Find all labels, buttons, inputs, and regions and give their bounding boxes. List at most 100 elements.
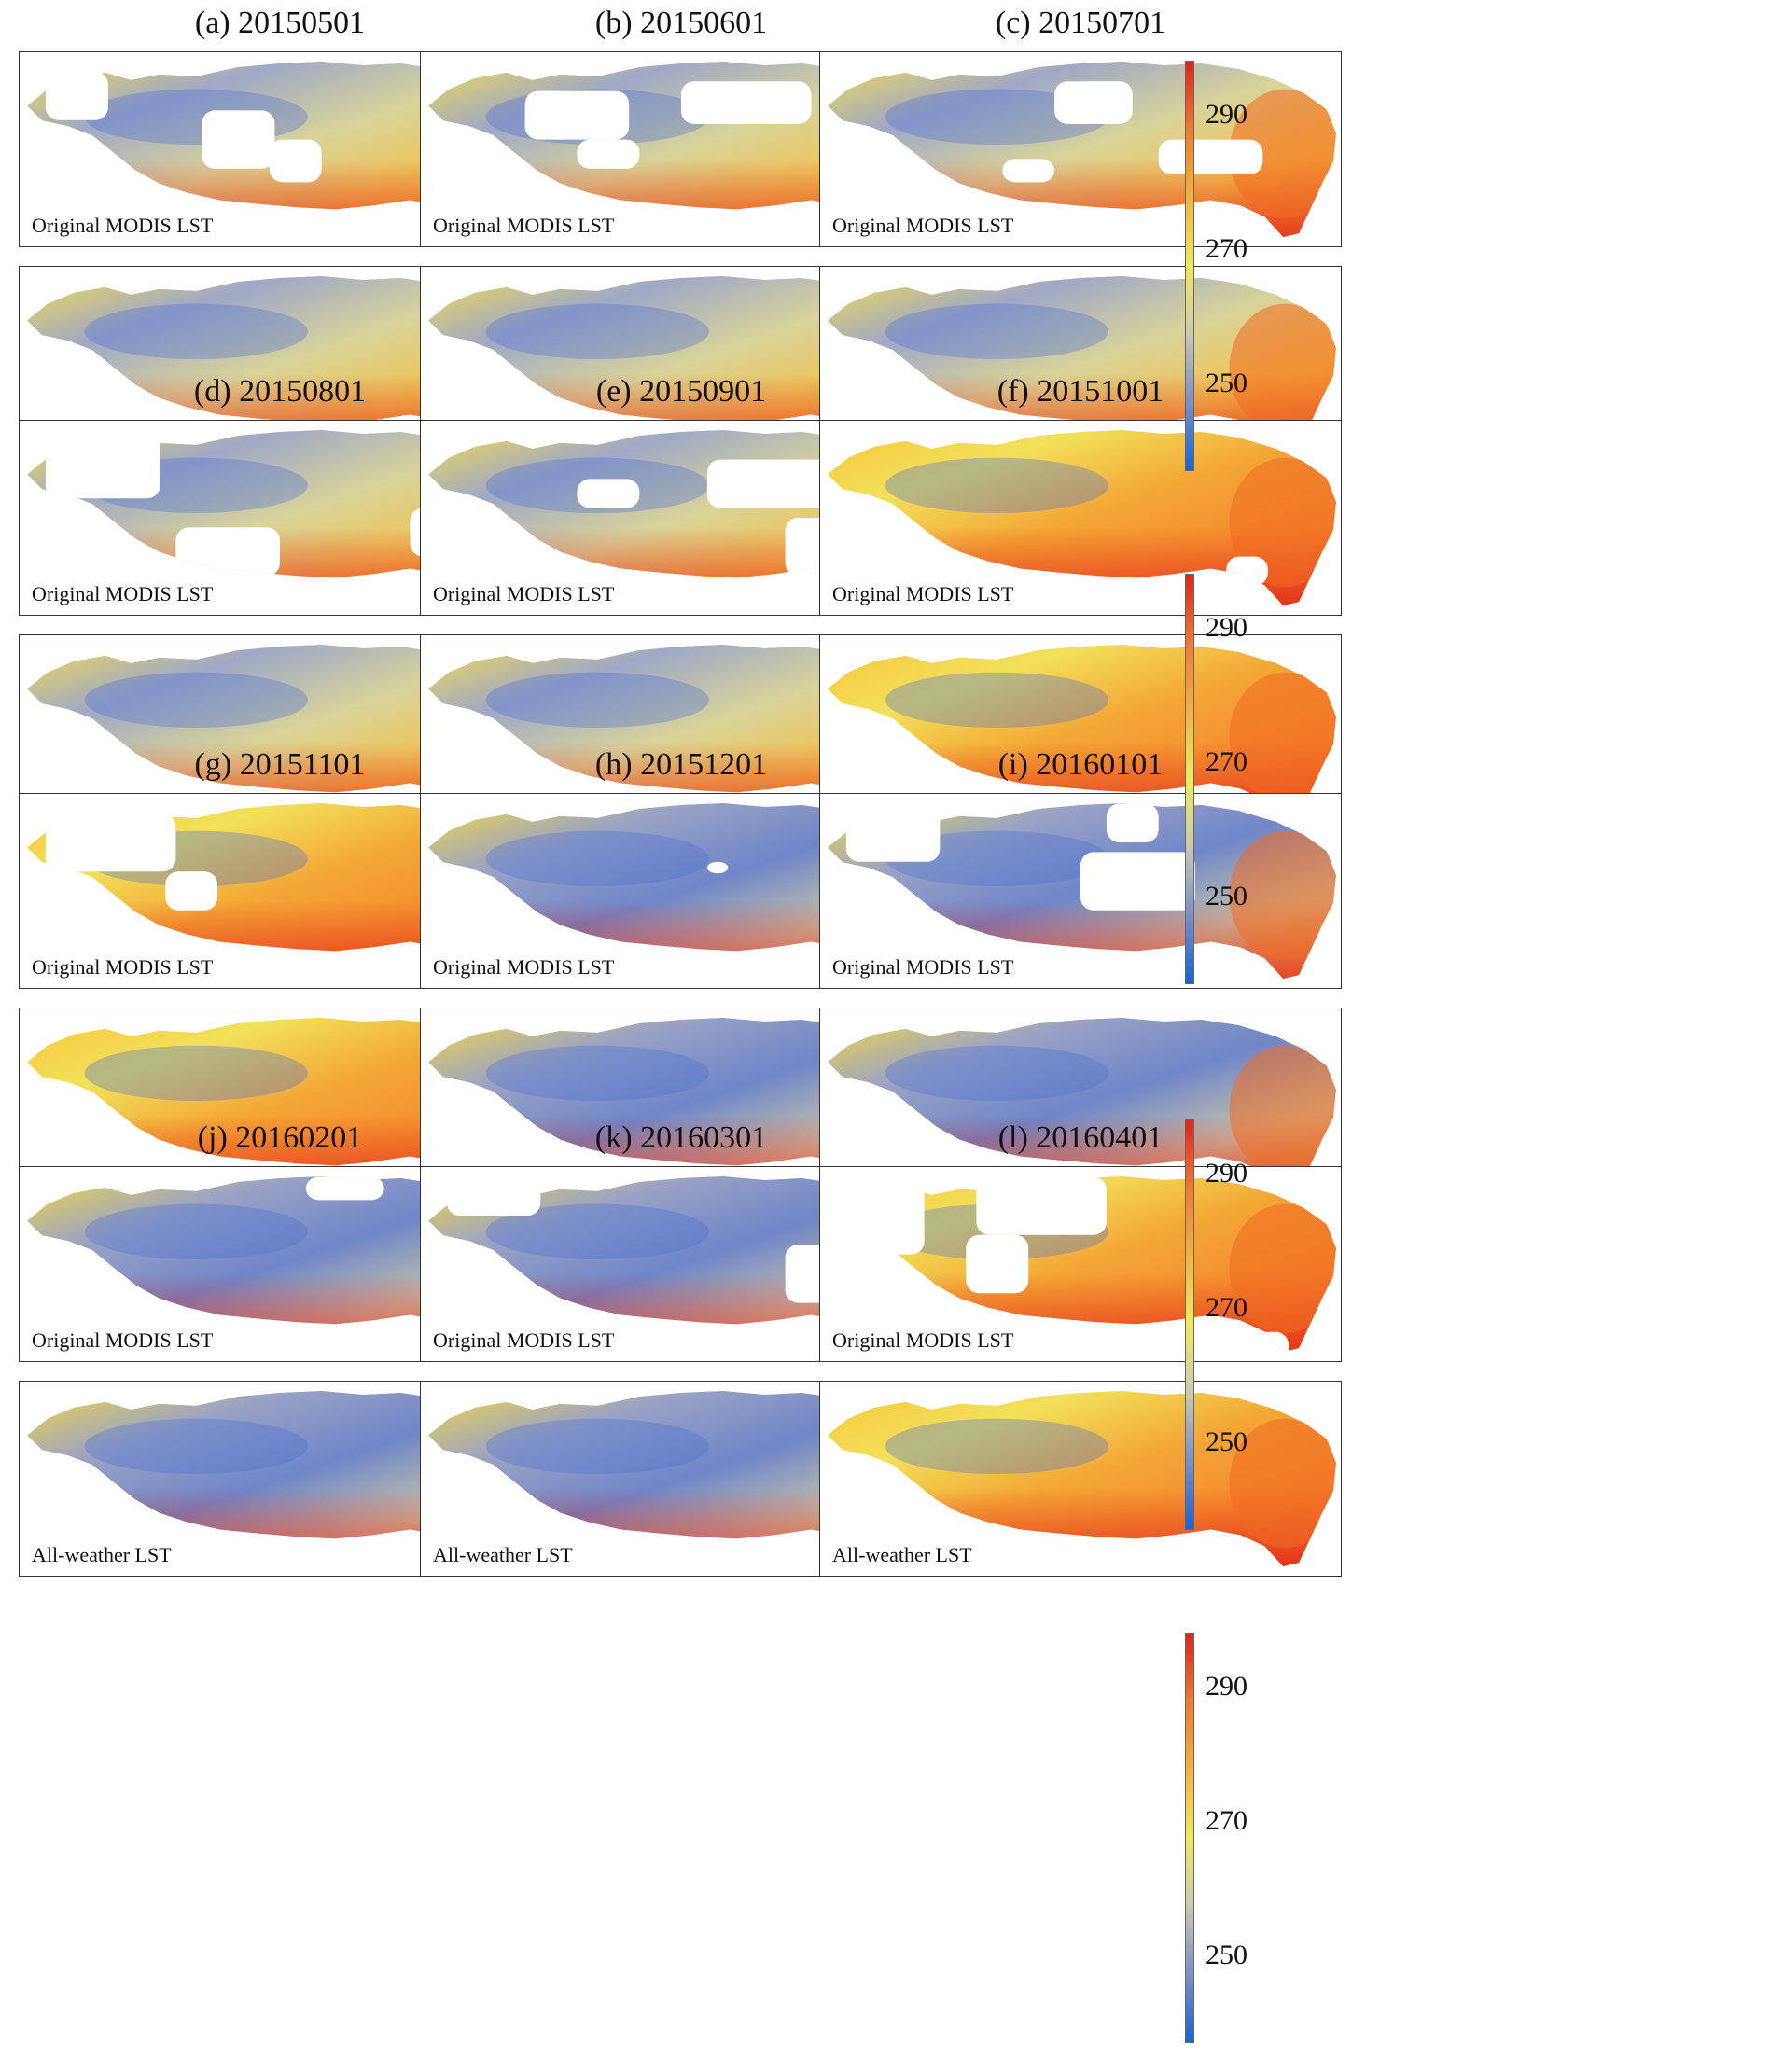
panel-title: (j) 20160201 bbox=[197, 1120, 363, 1155]
missing-data-gap bbox=[706, 459, 838, 508]
cold-core bbox=[84, 672, 308, 729]
tick-mark bbox=[1076, 634, 1077, 635]
tick-mark bbox=[38, 1361, 39, 1362]
tick-mark bbox=[157, 1361, 158, 1362]
tick-mark bbox=[795, 420, 796, 421]
tick-mark bbox=[157, 793, 158, 794]
original-modis-map: Original MODIS LST bbox=[819, 51, 1342, 247]
tick-mark bbox=[1313, 1166, 1314, 1167]
plateau-map bbox=[827, 644, 1337, 821]
tick-mark bbox=[1076, 793, 1077, 794]
tick-mark bbox=[1076, 420, 1077, 421]
tick-mark bbox=[1313, 246, 1314, 247]
cold-core bbox=[84, 1418, 308, 1475]
panel-title: (i) 20160101 bbox=[997, 747, 1164, 782]
tick-mark bbox=[394, 634, 395, 635]
frame-ticks bbox=[820, 51, 1341, 52]
warm-southeast bbox=[1229, 1418, 1337, 1549]
tick-mark bbox=[439, 634, 440, 635]
tick-mark bbox=[394, 420, 395, 421]
tick-mark bbox=[157, 988, 158, 989]
tick-mark bbox=[439, 266, 440, 267]
tick-mark bbox=[1194, 1576, 1195, 1577]
tick-mark bbox=[839, 266, 840, 267]
cold-core bbox=[485, 1418, 709, 1475]
cold-core bbox=[84, 1203, 308, 1260]
tick-mark bbox=[795, 1576, 796, 1577]
tick-mark bbox=[957, 1361, 958, 1362]
original-modis-label: Original MODIS LST bbox=[430, 583, 618, 605]
colorbar-tick-label: 270 bbox=[1206, 1292, 1247, 1323]
tick-mark bbox=[795, 793, 796, 794]
colorbar-tick-label: 270 bbox=[1206, 1805, 1247, 1836]
tick-mark bbox=[839, 1361, 840, 1362]
tick-mark bbox=[558, 266, 559, 267]
all-weather-map: All-weather LST bbox=[819, 1381, 1342, 1577]
colorbar-tick-label: 270 bbox=[1206, 746, 1247, 777]
cold-core bbox=[485, 830, 709, 887]
missing-data-gap bbox=[976, 1176, 1107, 1235]
map-panel: (l) 20160401 Original MODIS LST All-weathe… bbox=[819, 1119, 1342, 1586]
tick-mark bbox=[1076, 615, 1077, 616]
missing-data-gap bbox=[446, 1176, 541, 1216]
tick-mark bbox=[1313, 420, 1314, 421]
tick-mark bbox=[795, 51, 796, 52]
tick-mark bbox=[157, 615, 158, 616]
original-modis-label: Original MODIS LST bbox=[430, 956, 618, 979]
tick-mark bbox=[38, 615, 39, 616]
tick-mark bbox=[795, 246, 796, 247]
tick-mark bbox=[839, 988, 840, 989]
colorbar-tick-label: 270 bbox=[1206, 233, 1247, 264]
tick-mark bbox=[38, 793, 39, 794]
cold-core bbox=[885, 457, 1108, 514]
tick-mark bbox=[275, 246, 276, 247]
missing-data-gap bbox=[175, 527, 280, 577]
colorbar-tick-label: 290 bbox=[1206, 611, 1247, 643]
plateau-map bbox=[827, 1017, 1337, 1194]
original-modis-label: Original MODIS LST bbox=[430, 1329, 618, 1352]
tick-mark bbox=[558, 1381, 559, 1382]
all-weather-label: All-weather LST bbox=[829, 1544, 975, 1566]
tick-mark bbox=[839, 1166, 840, 1167]
original-modis-map: Original MODIS LST bbox=[819, 420, 1342, 616]
tick-mark bbox=[275, 266, 276, 267]
tick-mark bbox=[275, 420, 276, 421]
tick-mark bbox=[676, 615, 677, 616]
panel-title: (f) 20151001 bbox=[997, 374, 1164, 409]
tick-mark bbox=[957, 1166, 958, 1167]
tick-mark bbox=[157, 1381, 158, 1382]
tick-mark bbox=[38, 246, 39, 247]
missing-data-gap bbox=[202, 110, 275, 169]
colorbar: 290 270 250 bbox=[1174, 574, 1276, 994]
missing-data-gap bbox=[1106, 803, 1159, 842]
panel-title: (l) 20160401 bbox=[997, 1120, 1164, 1155]
cold-core bbox=[485, 1203, 709, 1260]
tick-mark bbox=[275, 988, 276, 989]
frame-ticks bbox=[820, 1576, 1341, 1577]
tick-mark bbox=[957, 246, 958, 247]
panel-title: (e) 20150901 bbox=[595, 374, 767, 409]
tick-mark bbox=[157, 420, 158, 421]
tick-mark bbox=[957, 988, 958, 989]
tick-mark bbox=[676, 793, 677, 794]
tick-mark bbox=[394, 1361, 395, 1362]
tick-mark bbox=[558, 1166, 559, 1167]
tick-mark bbox=[275, 1576, 276, 1577]
tick-mark bbox=[558, 1361, 559, 1362]
tick-mark bbox=[275, 1381, 276, 1382]
tick-mark bbox=[558, 615, 559, 616]
missing-data-gap bbox=[966, 1234, 1029, 1294]
tick-mark bbox=[1313, 615, 1314, 616]
tick-mark bbox=[1076, 988, 1077, 989]
colorbar-tick-label: 250 bbox=[1206, 368, 1247, 399]
missing-data-gap bbox=[706, 861, 729, 874]
tick-mark bbox=[676, 51, 677, 52]
tick-mark bbox=[1313, 988, 1314, 989]
cold-core bbox=[885, 830, 1108, 887]
missing-data-gap bbox=[45, 813, 176, 872]
cold-core bbox=[885, 1045, 1108, 1102]
tick-mark bbox=[157, 246, 158, 247]
tick-mark bbox=[38, 51, 39, 52]
tick-mark bbox=[795, 266, 796, 267]
